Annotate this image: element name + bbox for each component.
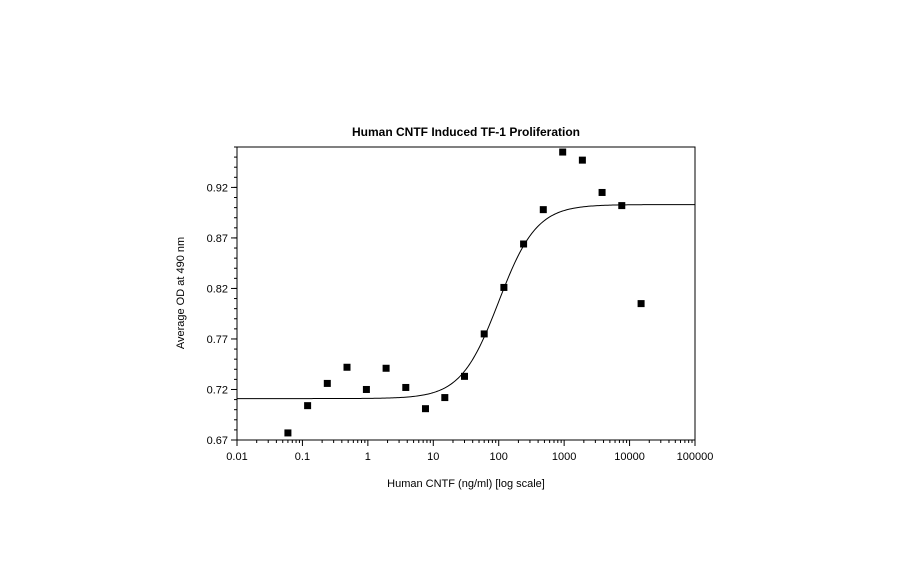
data-point [637, 300, 645, 308]
x-tick-label: 0.01 [226, 451, 247, 463]
data-point [402, 383, 410, 391]
chart-title: Human CNTF Induced TF-1 Proliferation [352, 125, 580, 139]
data-point [520, 240, 528, 248]
y-tick-label: 0.77 [207, 334, 228, 346]
y-tick-label: 0.72 [207, 384, 228, 396]
y-tick-label: 0.87 [207, 233, 228, 245]
data-point [441, 394, 449, 402]
data-point [382, 364, 390, 372]
x-axis: 0.01 0.1 1 10 100 1000 10000 100000 [226, 440, 713, 463]
data-point [480, 330, 488, 338]
fit-curve [237, 204, 695, 400]
data-point [598, 188, 606, 196]
x-tick-label: 1 [365, 451, 371, 463]
data-point [559, 148, 567, 156]
y-axis-label: Average OD at 490 nm [175, 237, 187, 349]
y-tick-label: 0.67 [207, 435, 228, 447]
x-tick-label: 0.1 [295, 451, 310, 463]
x-tick-label: 1000 [552, 451, 576, 463]
plot-area [236, 146, 696, 441]
data-point [304, 402, 312, 410]
data-point [284, 429, 292, 437]
data-point [500, 283, 508, 291]
x-tick-label: 10000 [614, 451, 645, 463]
x-tick-label: 100000 [677, 451, 714, 463]
x-axis-label: Human CNTF (ng/ml) [log scale] [387, 478, 545, 490]
data-point [539, 206, 547, 214]
data-point [421, 405, 429, 413]
data-point [343, 363, 351, 371]
data-point [323, 379, 331, 387]
data-point [461, 372, 469, 380]
x-tick-label: 100 [490, 451, 508, 463]
data-point [618, 202, 626, 210]
x-tick-label: 10 [427, 451, 439, 463]
y-tick-label: 0.92 [207, 182, 228, 194]
data-points [284, 148, 645, 437]
y-tick-label: 0.82 [207, 283, 228, 295]
data-point [362, 385, 370, 393]
data-point [578, 156, 586, 164]
y-axis: 0.67 0.72 0.77 0.82 0.87 0.92 [207, 146, 237, 447]
